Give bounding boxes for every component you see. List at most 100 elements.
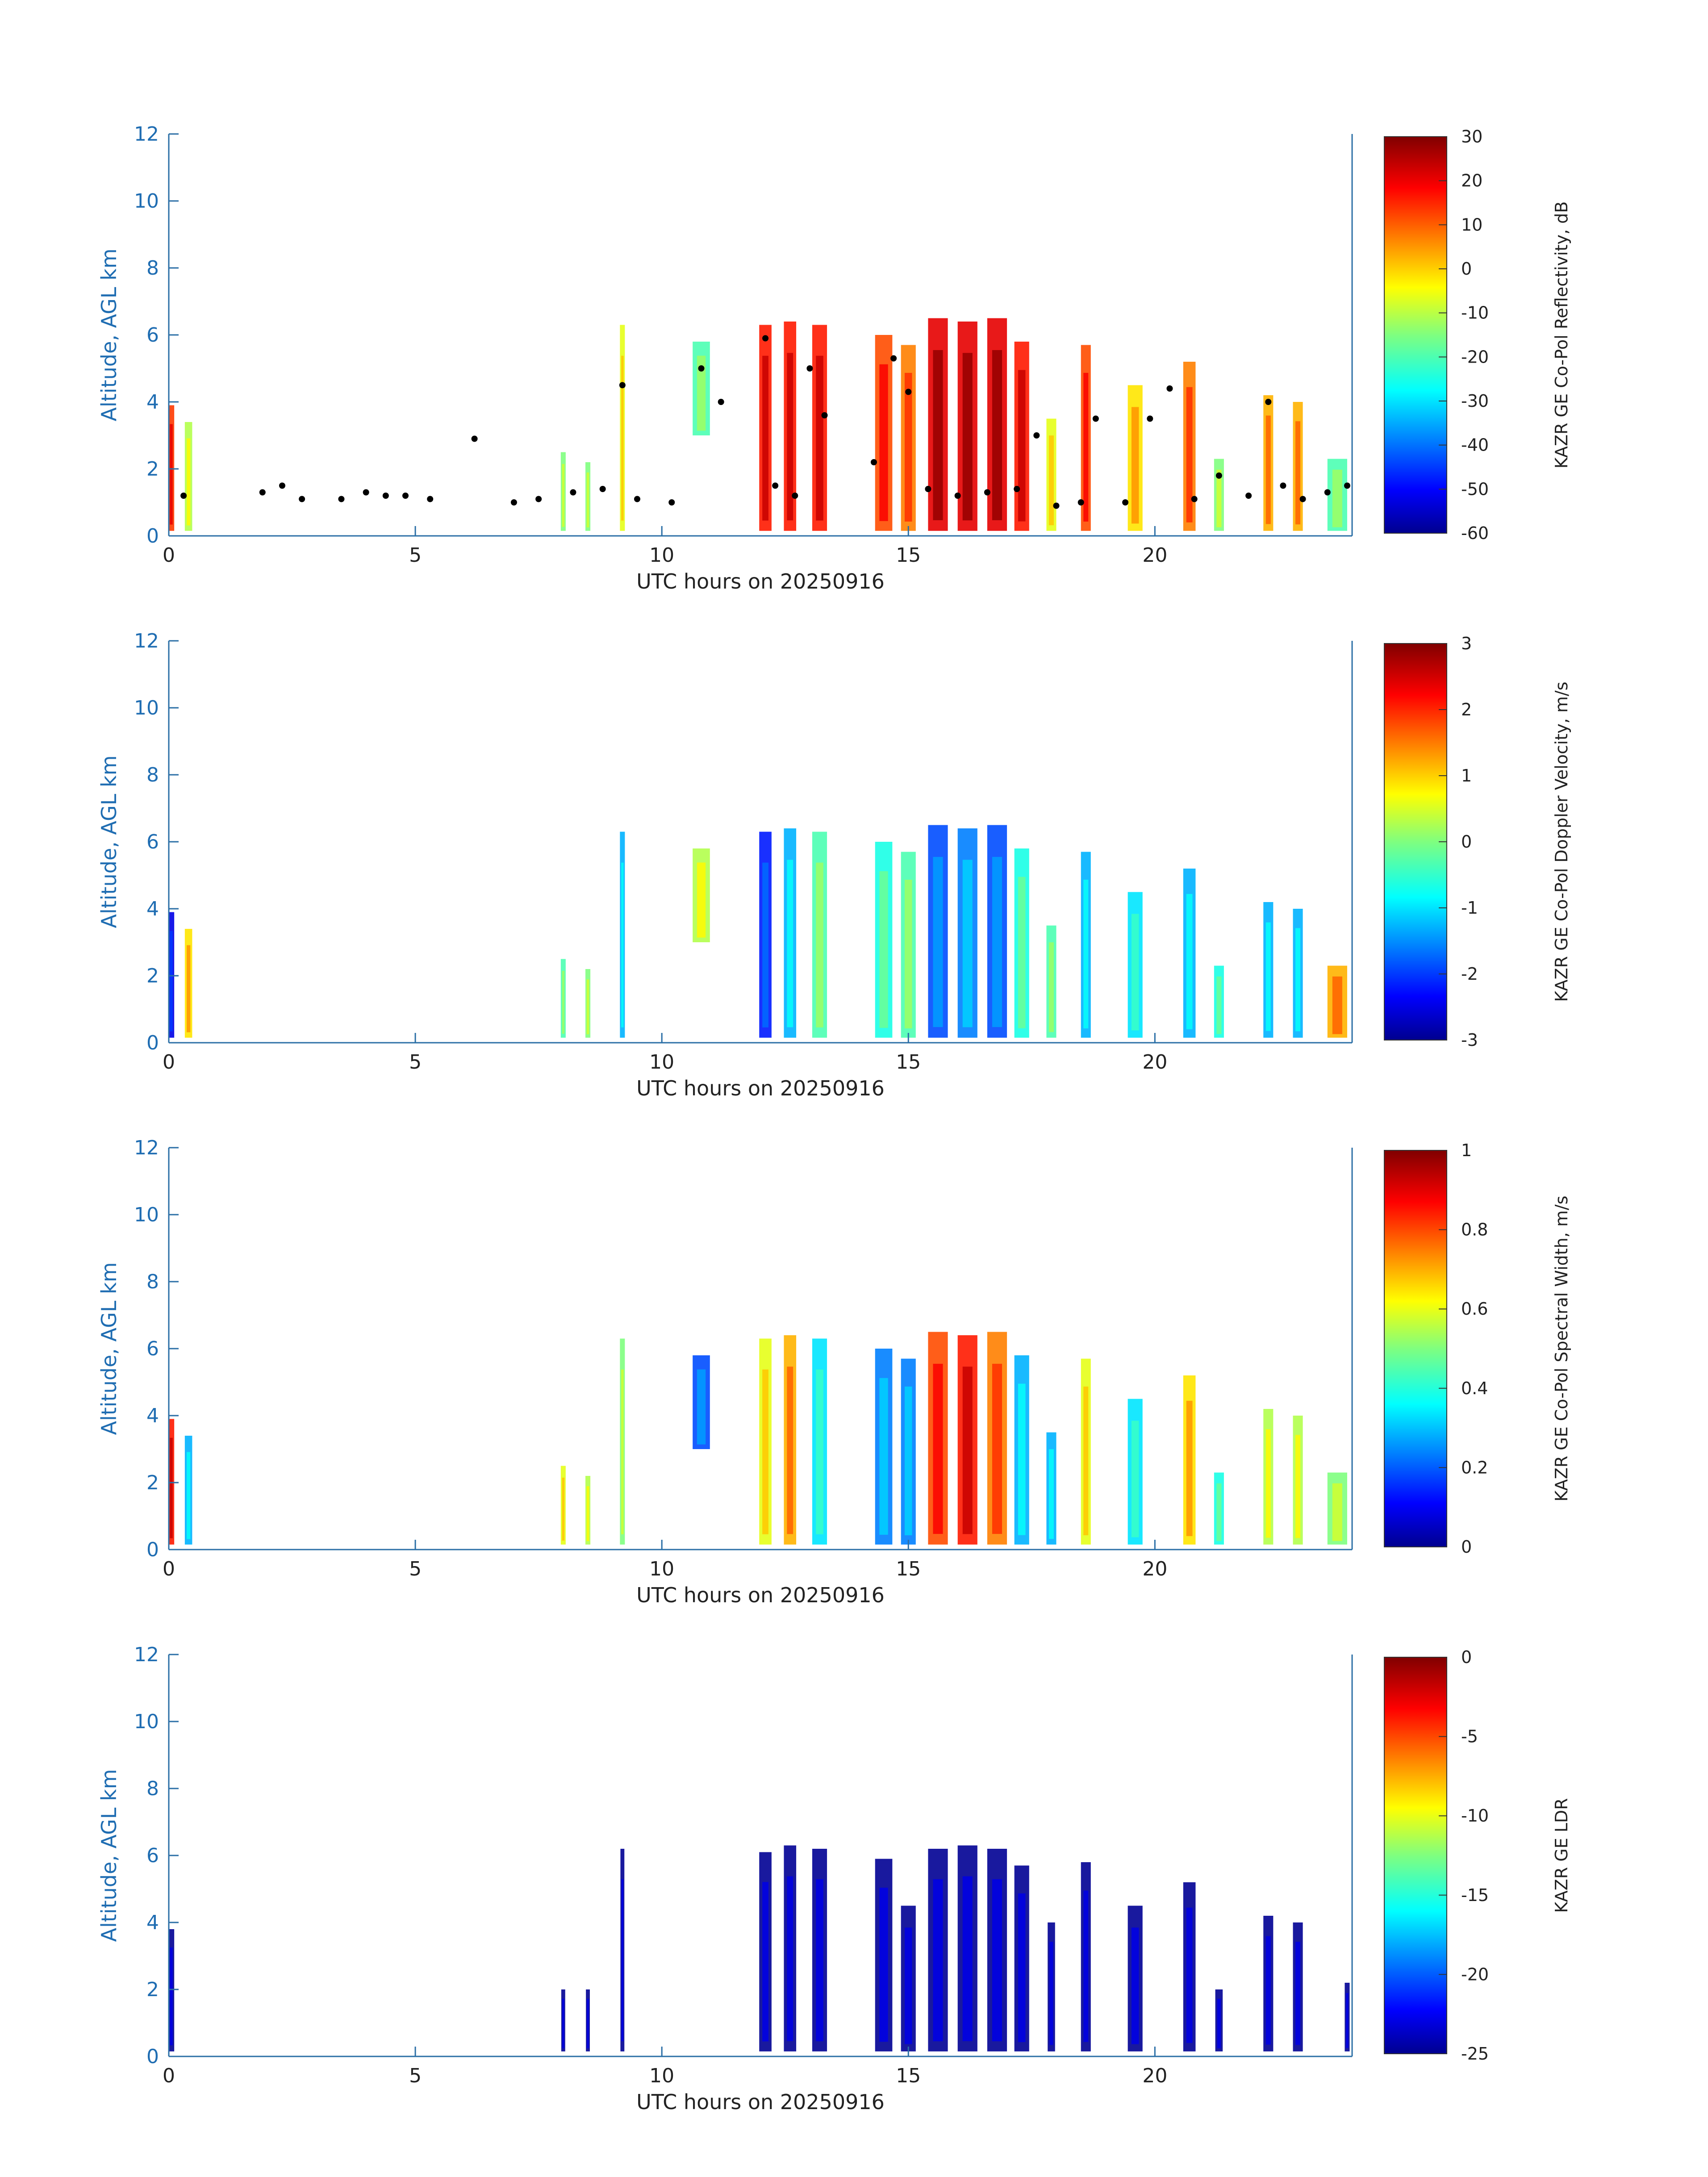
colorbar-tick-label: 1 bbox=[1461, 1141, 1472, 1160]
y-tick-label: 2 bbox=[146, 1978, 159, 2001]
cloud-column-core bbox=[962, 353, 973, 521]
cloud-column-core bbox=[170, 1437, 173, 1538]
cloud-column-core bbox=[1186, 387, 1193, 522]
cloud-column-core bbox=[1186, 1400, 1193, 1536]
y-tick-label: 12 bbox=[134, 1137, 159, 1159]
y-tick-label: 2 bbox=[146, 458, 159, 481]
cloud-base-point bbox=[619, 382, 626, 389]
cloud-column-core bbox=[904, 372, 912, 522]
cloud-column-core bbox=[962, 860, 973, 1028]
cloud-base-point bbox=[338, 496, 345, 502]
colorbar-gradient bbox=[1384, 137, 1447, 533]
cloud-column-core bbox=[762, 862, 768, 1028]
colorbar-tick-label: -50 bbox=[1461, 479, 1489, 499]
colorbar-tick-label: 0 bbox=[1461, 832, 1472, 852]
cloud-column-core bbox=[697, 862, 706, 938]
cloud-column-core bbox=[816, 355, 823, 521]
y-tick-label: 0 bbox=[146, 1032, 159, 1054]
cloud-column-core bbox=[1295, 1942, 1301, 2045]
cloud-column-core bbox=[1295, 421, 1301, 525]
y-tick-label: 10 bbox=[134, 1203, 159, 1226]
x-tick-label: 15 bbox=[896, 2064, 921, 2087]
cloud-column-core bbox=[562, 970, 565, 1034]
cloud-column-core bbox=[933, 1879, 943, 2042]
colorbar-tick-label: 0.2 bbox=[1461, 1458, 1488, 1477]
cloud-base-point bbox=[870, 459, 877, 465]
cloud-base-point bbox=[718, 399, 724, 405]
cloud-column-core bbox=[879, 1888, 888, 2042]
y-tick-label: 12 bbox=[134, 1643, 159, 1666]
y-tick-label: 0 bbox=[146, 525, 159, 547]
colorbar-frame bbox=[1384, 1150, 1447, 1547]
cloud-base-point bbox=[792, 493, 798, 499]
cloud-column-core bbox=[1018, 877, 1026, 1028]
cloud-base-point bbox=[382, 493, 389, 499]
cloud-column-core bbox=[1216, 976, 1222, 1034]
y-tick-label: 6 bbox=[146, 324, 159, 347]
x-tick-label: 20 bbox=[1142, 544, 1167, 567]
colorbar-label: KAZR GE LDR bbox=[1552, 1798, 1571, 1913]
colorbar-label: KAZR GE Co-Pol Doppler Velocity, m/s bbox=[1552, 681, 1571, 1002]
cloud-base-point bbox=[1215, 472, 1222, 479]
cloud-column-core bbox=[1083, 372, 1089, 522]
cloud-columns bbox=[168, 825, 1347, 1038]
cloud-column-core bbox=[697, 355, 706, 431]
cloud-column-core bbox=[1295, 1435, 1301, 1538]
cloud-base-point bbox=[634, 496, 640, 502]
cloud-column-core bbox=[787, 1366, 793, 1534]
cloud-column-core bbox=[1018, 1383, 1026, 1535]
y-tick-label: 10 bbox=[134, 697, 159, 719]
cloud-column-core bbox=[187, 945, 191, 1032]
cloud-column-core bbox=[170, 1947, 173, 2046]
cloud-base-point bbox=[984, 489, 990, 496]
x-tick-label: 10 bbox=[649, 544, 674, 567]
cloud-base-markers bbox=[180, 335, 1350, 509]
cloud-base-point bbox=[806, 365, 813, 372]
cloud-column-core bbox=[762, 355, 768, 521]
x-tick-label: 0 bbox=[163, 1051, 175, 1074]
colorbar-gradient bbox=[1384, 643, 1447, 1040]
cloud-column-core bbox=[1083, 1890, 1089, 2042]
cloud-base-point bbox=[762, 335, 769, 342]
y-tick-label: 6 bbox=[146, 831, 159, 853]
colorbar-tick-label: -3 bbox=[1461, 1030, 1478, 1050]
colorbar-frame bbox=[1384, 1657, 1447, 2054]
cloud-base-point bbox=[599, 486, 606, 492]
cloud-base-point bbox=[402, 493, 409, 499]
cloud-column-core bbox=[1049, 1942, 1053, 2045]
colorbar-label: KAZR GE Co-Pol Reflectivity, dB bbox=[1552, 201, 1571, 468]
cloud-column-core bbox=[962, 1876, 973, 2041]
x-axis-label: UTC hours on 20250916 bbox=[636, 1076, 885, 1100]
colorbar-tick-label: -40 bbox=[1461, 435, 1489, 455]
cloud-column-core bbox=[621, 862, 624, 1028]
cloud-column-core bbox=[879, 871, 888, 1028]
x-tick-label: 0 bbox=[163, 2064, 175, 2087]
x-axis-label: UTC hours on 20250916 bbox=[636, 1583, 885, 1607]
colorbar-tick-label: -1 bbox=[1461, 898, 1478, 918]
y-tick-label: 12 bbox=[134, 630, 159, 652]
x-tick-label: 20 bbox=[1142, 1558, 1167, 1580]
y-axis-label: Altitude, AGL km bbox=[97, 1262, 121, 1435]
cloud-column-core bbox=[1131, 1927, 1139, 2044]
cloud-base-point bbox=[698, 365, 705, 372]
y-tick-label: 10 bbox=[134, 190, 159, 213]
cloud-column-core bbox=[1018, 1893, 1026, 2042]
x-tick-label: 10 bbox=[649, 1051, 674, 1074]
cloud-base-point bbox=[925, 486, 931, 492]
colorbar-gradient bbox=[1384, 1150, 1447, 1547]
cloud-base-point bbox=[1033, 432, 1040, 439]
y-tick-label: 4 bbox=[146, 1404, 159, 1427]
cloud-base-point bbox=[427, 496, 434, 502]
cloud-column-core bbox=[586, 1486, 589, 1542]
cloud-column-core bbox=[1131, 1421, 1139, 1538]
cloud-column-core bbox=[904, 879, 912, 1028]
cloud-column-core bbox=[562, 1998, 564, 2048]
colorbar-tick-label: 0.8 bbox=[1461, 1220, 1488, 1240]
cloud-base-point bbox=[1265, 399, 1272, 405]
cloud-base-point bbox=[259, 489, 266, 496]
cloud-column-core bbox=[1186, 894, 1193, 1029]
cloud-base-point bbox=[1191, 496, 1198, 502]
y-tick-label: 8 bbox=[146, 1270, 159, 1293]
x-tick-label: 5 bbox=[409, 2064, 422, 2087]
